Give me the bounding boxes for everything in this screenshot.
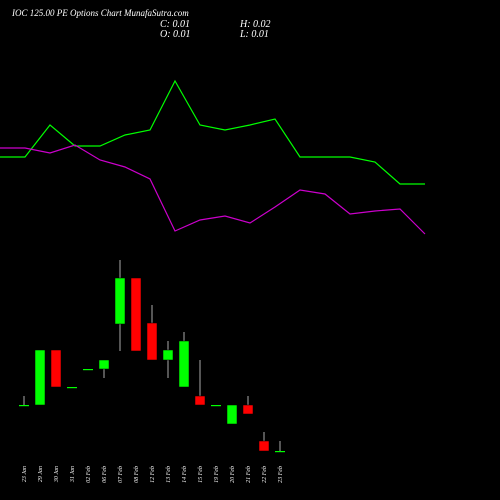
x-tick-label: 08 Feb: [134, 466, 140, 483]
candle-body: [258, 440, 270, 452]
candle-body: [194, 395, 206, 406]
high-label: H: 0.02: [239, 19, 271, 30]
candle-body: [114, 277, 126, 325]
x-tick-label: 02 Feb: [86, 466, 92, 483]
x-tick-label: 20 Feb: [230, 466, 236, 483]
x-tick-label: 22 Feb: [262, 466, 268, 483]
candle-body: [34, 349, 46, 406]
close-label: C: 0.01: [160, 19, 190, 30]
low-label: L: 0.01: [239, 29, 269, 40]
x-tick-label: 29 Jan: [38, 466, 44, 482]
candle-body: [162, 349, 174, 361]
x-tick-label: 31 Jan: [70, 466, 76, 483]
candle-body: [275, 451, 285, 453]
open-label: O: 0.01: [160, 29, 191, 40]
candle-body: [211, 405, 221, 407]
x-tick-label: 19 Feb: [214, 466, 220, 483]
x-tick-label: 13 Feb: [166, 466, 172, 483]
candle-body: [83, 369, 93, 371]
candle-body: [19, 405, 29, 407]
candle-body: [50, 349, 62, 388]
candle-body: [226, 404, 238, 425]
candle-body: [67, 387, 77, 389]
x-tick-label: 23 Feb: [278, 466, 284, 483]
x-tick-label: 15 Feb: [198, 466, 204, 483]
candle-body: [242, 404, 254, 415]
x-tick-label: 07 Feb: [118, 466, 124, 483]
candle-body: [178, 340, 190, 388]
x-tick-label: 12 Feb: [150, 466, 156, 483]
chart-title: IOC 125.00 PE Options Chart MunafaSutra.…: [11, 8, 189, 18]
x-tick-label: 06 Feb: [102, 466, 108, 483]
x-tick-label: 21 Feb: [246, 466, 252, 483]
x-tick-label: 23 Jan: [22, 466, 28, 482]
x-tick-label: 30 Jan: [54, 466, 60, 483]
candle-body: [130, 277, 142, 352]
candle-body: [146, 322, 158, 361]
candle-body: [98, 359, 110, 370]
line-series: [0, 144, 426, 235]
x-tick-label: 14 Feb: [181, 466, 188, 483]
line-series: [0, 79, 425, 185]
